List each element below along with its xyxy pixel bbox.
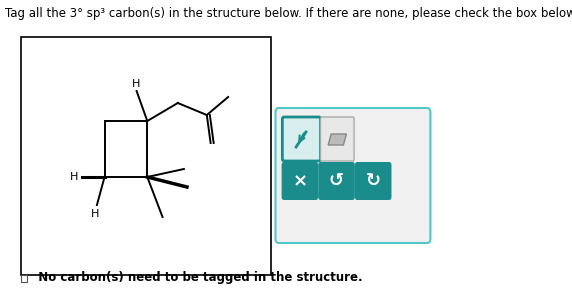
Text: H: H (91, 209, 100, 219)
Text: ×: × (292, 172, 308, 190)
Text: H: H (70, 172, 78, 182)
Polygon shape (328, 134, 347, 145)
Text: Tag all the 3° sp³ carbon(s) in the structure below. If there are none, please c: Tag all the 3° sp³ carbon(s) in the stru… (5, 7, 572, 20)
Bar (21, 37, 271, 275)
FancyBboxPatch shape (283, 117, 320, 161)
Text: H: H (132, 79, 140, 89)
Bar (21, 275, 27, 282)
FancyBboxPatch shape (318, 162, 355, 200)
FancyBboxPatch shape (320, 117, 354, 161)
FancyBboxPatch shape (355, 162, 391, 200)
FancyBboxPatch shape (276, 108, 430, 243)
FancyBboxPatch shape (281, 162, 318, 200)
Text: ↺: ↺ (329, 172, 344, 190)
Text: ↻: ↻ (366, 172, 381, 190)
Text: No carbon(s) need to be tagged in the structure.: No carbon(s) need to be tagged in the st… (30, 271, 363, 284)
